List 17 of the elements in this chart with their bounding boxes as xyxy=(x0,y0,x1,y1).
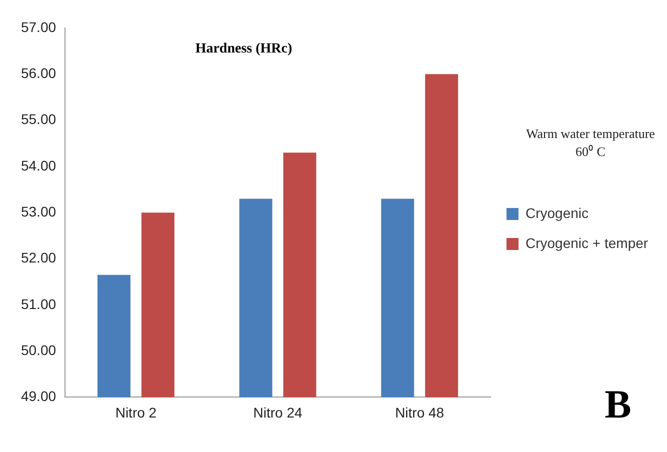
y-tick-label: 49.00 xyxy=(20,388,56,404)
text: Hardness (HRc) xyxy=(195,42,292,57)
y-tick-label: 56.00 xyxy=(20,65,56,82)
x-tick-label: Nitro 2 xyxy=(115,404,157,420)
text: B xyxy=(604,382,632,427)
y-tick-label: 55.00 xyxy=(20,111,56,128)
y-tick-label: 50.00 xyxy=(20,342,56,358)
legend-label: Cryogenic + temper xyxy=(526,234,648,251)
y-tick-label: 51.00 xyxy=(20,296,56,312)
y-tick-label: 52.00 xyxy=(20,250,56,266)
y-tick-label: 57.00 xyxy=(20,18,56,35)
x-tick-label: Nitro 24 xyxy=(253,404,302,420)
y-tick-label: 53.00 xyxy=(20,203,56,220)
legend-label: Cryogenic xyxy=(526,204,589,221)
text: Warm water temperature 60⁰ C xyxy=(526,126,656,159)
x-tick-label: Nitro 48 xyxy=(395,404,444,420)
y-tick-label: 54.00 xyxy=(20,157,56,174)
